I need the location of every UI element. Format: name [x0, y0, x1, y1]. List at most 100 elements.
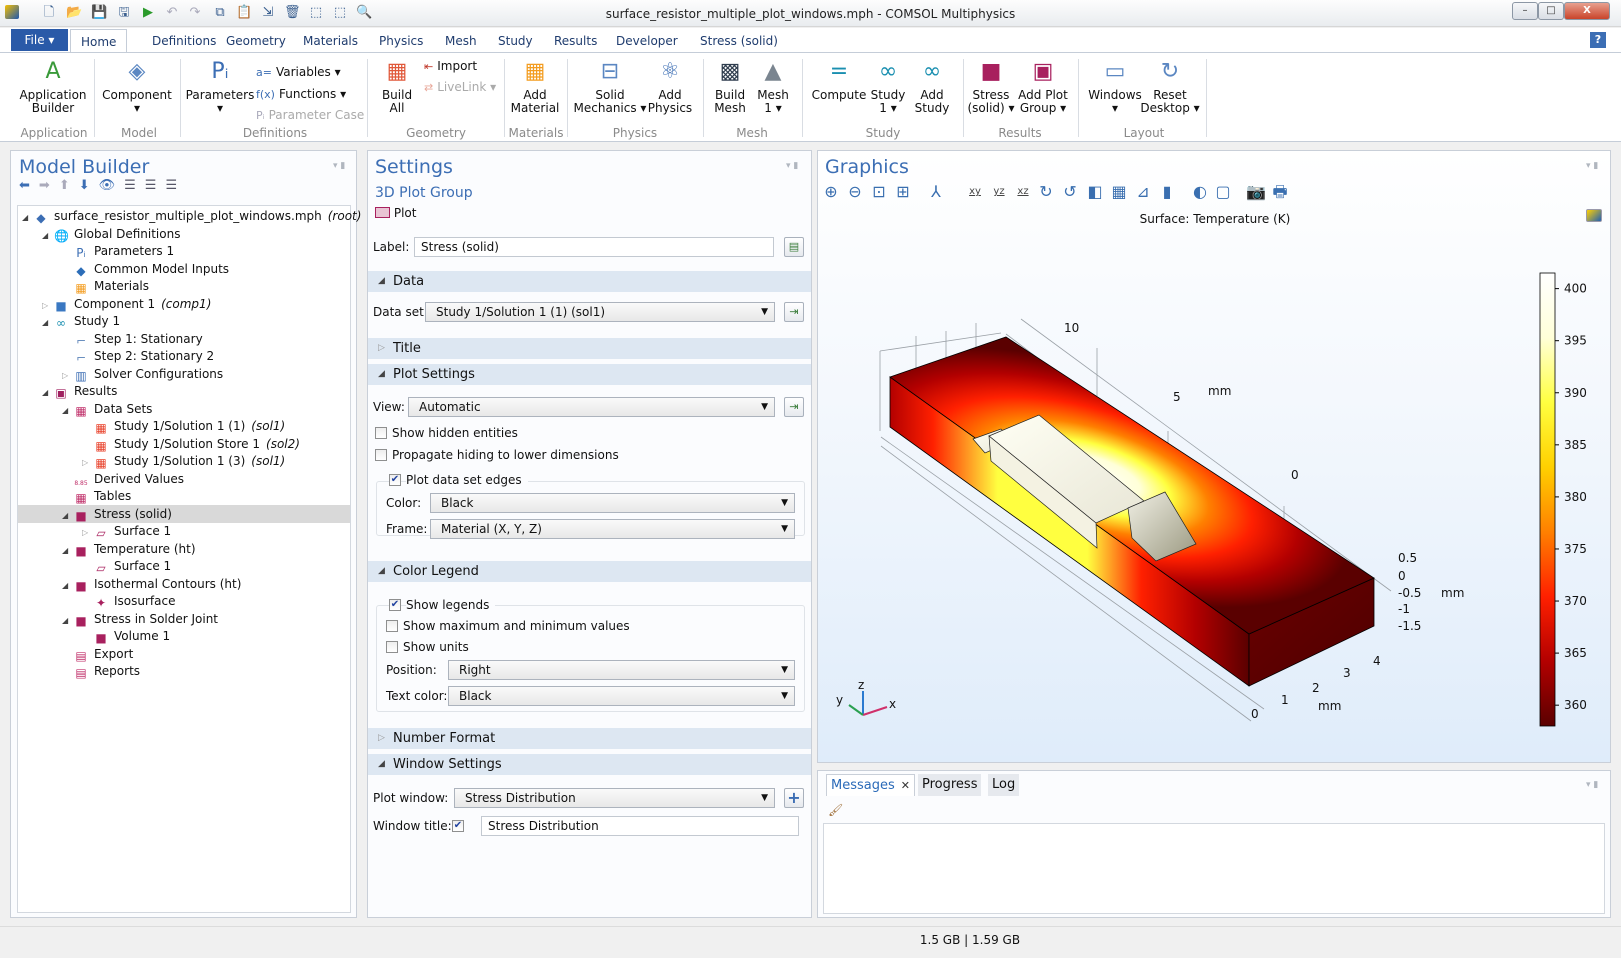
minimize-button[interactable]: –	[1512, 2, 1538, 20]
tree-item-study-1-solution-1-1[interactable]: ▦ Study 1/Solution 1 (1) (sol1)	[18, 417, 350, 435]
add-plot-window-button[interactable]: +	[784, 788, 804, 808]
plot-window-select[interactable]: Stress Distribution ▼	[454, 788, 775, 808]
collapse-arrow-icon[interactable]: ◢	[42, 388, 49, 397]
tree-item-component-1[interactable]: ▷ ■ Component 1 (comp1)	[18, 295, 350, 313]
expand-arrow-icon[interactable]: ▷	[82, 528, 89, 537]
grid-icon[interactable]: ▦	[1111, 182, 1127, 201]
expand-arrow-icon[interactable]: ▷	[42, 300, 49, 310]
collapse-arrow-icon[interactable]: ◢	[62, 545, 69, 555]
stress-plot-button[interactable]: ■ Stress (solid) ▾	[951, 59, 1031, 115]
legend-position-select[interactable]: Right ▼	[448, 660, 795, 680]
build-all-button[interactable]: ▦ Build All	[357, 59, 437, 115]
panel-menu-icon[interactable]: ▾ ▮	[1586, 780, 1599, 790]
label-node-button[interactable]: ▤	[784, 237, 804, 257]
label-input[interactable]: Stress (solid)	[414, 237, 774, 257]
data-set-select[interactable]: Study 1/Solution 1 (1) (sol1) ▼	[425, 302, 775, 322]
show-legends-checkbox[interactable]: ✔	[389, 599, 401, 611]
livelink-button[interactable]: ⇄ LiveLink ▾	[424, 80, 497, 94]
frame-select[interactable]: Material (X, Y, Z) ▼	[430, 519, 795, 539]
select-all-icon[interactable]: ⬚	[309, 5, 323, 20]
panel-menu-icon[interactable]: ▾ ▮	[786, 161, 799, 171]
reset-desktop-button[interactable]: ↻ Reset Desktop ▾	[1130, 59, 1210, 115]
tree-item-parameters-1[interactable]: Pᵢ Parameters 1	[18, 242, 350, 260]
model-builder-toolbar[interactable]: ⬅➡⬆⬇👁☰☰☰	[19, 178, 186, 193]
compute-button[interactable]: = Compute	[799, 59, 879, 102]
build-mesh-button[interactable]: ▩ Build Mesh	[690, 59, 770, 115]
tab-mesh[interactable]: Mesh	[445, 34, 477, 48]
collapse-arrow-icon[interactable]: ◢	[62, 405, 69, 415]
plot-canvas[interactable]: 1050mm0.50-0.5-1-1.5mm43210mmzxy40039539…	[818, 151, 1612, 764]
add-physics-button[interactable]: ⚛ Add Physics	[630, 59, 710, 115]
tree-item-surface-1[interactable]: ▱ Surface 1	[18, 557, 350, 575]
tree-item-export[interactable]: ▤ Export	[18, 645, 350, 663]
import-button[interactable]: ⇤ Import	[424, 59, 478, 73]
image-snapshot-icon[interactable]: 📷	[1246, 182, 1266, 201]
clear-selection-icon[interactable]: ⬚	[333, 5, 347, 20]
panel-menu-icon[interactable]: ▾ ▮	[333, 161, 346, 171]
windows-button[interactable]: ▭ Windows ▾	[1075, 59, 1155, 115]
move-up-icon[interactable]: ⬆	[58, 178, 79, 193]
tab-geometry[interactable]: Geometry	[226, 34, 286, 48]
show-units-checkbox[interactable]	[386, 641, 398, 653]
show-icon[interactable]: 👁	[98, 178, 125, 193]
window-title-input[interactable]: Stress Distribution	[481, 816, 799, 836]
wireframe-icon[interactable]: ▢	[1215, 182, 1231, 201]
panel-menu-icon[interactable]: ▾ ▮	[1586, 161, 1599, 171]
tree-item-common-model-inputs[interactable]: ◆ Common Model Inputs	[18, 260, 350, 278]
collapse-arrow-icon[interactable]: ◢	[42, 318, 49, 327]
tree-item-reports[interactable]: ▤ Reports	[18, 662, 350, 680]
tab-study[interactable]: Study	[498, 34, 533, 48]
tab-progress[interactable]: Progress	[918, 774, 982, 796]
zoom-in-icon[interactable]: ⊕	[824, 182, 838, 201]
expand-arrow-icon[interactable]: ▷	[62, 370, 69, 380]
variables-button[interactable]: a= Variables ▾	[256, 65, 341, 79]
section-color-legend[interactable]: ◢ Color Legend	[368, 561, 811, 582]
add-study-button[interactable]: ∞ Add Study	[892, 59, 972, 115]
collapse-arrow-icon[interactable]: ◢	[62, 580, 69, 590]
add-plot-group-button[interactable]: ▣ Add Plot Group ▾	[1003, 59, 1083, 115]
propagate-hiding-checkbox[interactable]	[375, 449, 387, 461]
clear-messages-icon[interactable]: 🖌	[828, 803, 844, 817]
plot-button[interactable]: Plot	[375, 206, 416, 222]
zoom-out-icon[interactable]: ⊖	[848, 182, 862, 201]
tab-home[interactable]: Home	[70, 29, 128, 53]
collapse-arrow-icon[interactable]: ◢	[22, 213, 29, 222]
tab-definitions[interactable]: Definitions	[152, 34, 217, 48]
tree-item-stress-solid[interactable]: ◢ ■ Stress (solid)	[18, 504, 350, 523]
open-icon[interactable]: 📂	[66, 5, 83, 20]
solid-mechanics-button[interactable]: ⊟ Solid Mechanics ▾	[570, 59, 650, 115]
transparency-icon[interactable]: ◐	[1193, 182, 1207, 201]
functions-button[interactable]: f(x) Functions ▾	[256, 87, 347, 101]
view-xz-icon[interactable]: xz	[1017, 186, 1029, 197]
collapse-arrow-icon[interactable]: ◢	[42, 230, 49, 240]
tree-item-isosurface[interactable]: ✦ Isosurface	[18, 592, 350, 610]
component-button[interactable]: ◈ Component ▾	[97, 59, 177, 115]
zoom-extents-icon[interactable]: ⊞	[896, 182, 910, 201]
section-data[interactable]: ◢ Data	[368, 271, 811, 292]
back-icon[interactable]: ⬅	[19, 178, 39, 193]
collapse-icon[interactable]: ☰	[144, 178, 166, 193]
view-goto-button[interactable]: ⇥	[784, 397, 804, 417]
tree-item-surface-resistor-multiple-plot-windows-mph[interactable]: ◢ ◆ surface_resistor_multiple_plot_windows…	[18, 207, 361, 225]
save-icon[interactable]: 💾	[91, 5, 108, 20]
tab-messages[interactable]: Messages ✕	[826, 774, 915, 796]
section-plot-settings[interactable]: ◢ Plot Settings	[368, 364, 811, 385]
edge-color-select[interactable]: Black ▼	[430, 493, 795, 513]
parameters-button[interactable]: Pᵢ Parameters ▾	[180, 59, 260, 115]
scene-light-icon[interactable]	[1586, 209, 1602, 222]
add-material-button[interactable]: ▦ Add Material	[495, 59, 575, 115]
section-number-format[interactable]: ▷ Number Format	[368, 728, 811, 749]
data-set-goto-button[interactable]: ⇥	[784, 302, 804, 322]
tree-options-icon[interactable]: ☰	[165, 178, 187, 193]
undo-icon[interactable]: ↶	[166, 5, 178, 20]
expand-arrow-icon[interactable]: ▷	[82, 458, 89, 467]
close-tab-icon[interactable]: ✕	[900, 779, 910, 792]
tree-item-study-1[interactable]: ◢ ∞ Study 1	[18, 312, 350, 330]
rotate-icon[interactable]: ↻	[1039, 182, 1053, 201]
run-icon[interactable]: ▶	[143, 5, 153, 20]
zoom-box-icon[interactable]: ⊡	[872, 182, 886, 201]
parameter-case-button[interactable]: Pᵢ Parameter Case	[256, 108, 365, 122]
save-as-app-icon[interactable]: 🖫	[118, 5, 130, 20]
tree-item-materials[interactable]: ▦ Materials	[18, 277, 350, 295]
tree-item-stress-in-solder-joint[interactable]: ◢ ■ Stress in Solder Joint	[18, 610, 350, 628]
